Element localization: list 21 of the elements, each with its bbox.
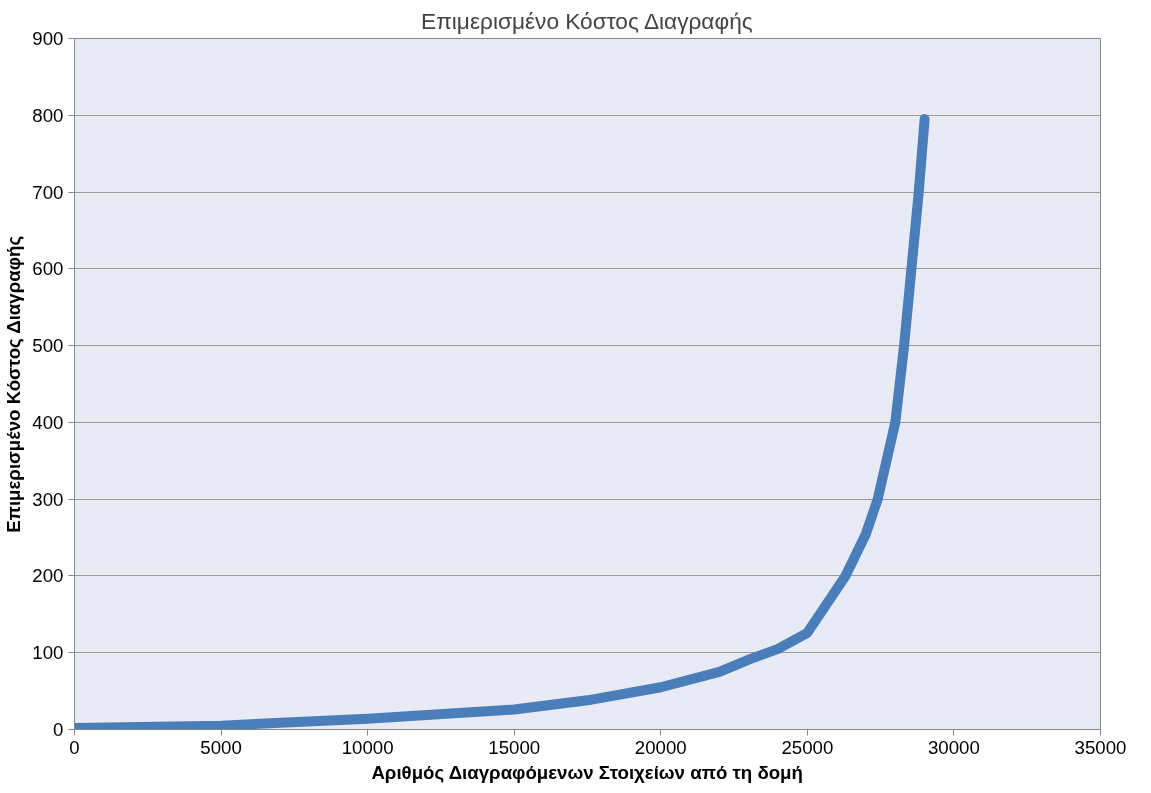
chart-title: Επιμερισμένο Κόστος Διαγραφής: [421, 7, 753, 34]
y-tick-label: 900: [32, 28, 64, 49]
y-tick-label: 300: [32, 488, 64, 510]
x-tick-label: 10000: [341, 736, 394, 758]
y-tick-label: 600: [32, 258, 64, 280]
y-tick-label: 100: [32, 642, 64, 664]
x-tick-label: 30000: [927, 736, 980, 758]
x-axis-title: Αριθμός Διαγραφόμενων Στοιχείων από τη δομή: [371, 761, 803, 783]
x-tick-label: 15000: [488, 736, 541, 758]
x-tick-label: 5000: [200, 736, 242, 758]
x-tick-label: 25000: [781, 736, 834, 758]
y-tick-label: 0: [53, 719, 64, 740]
y-tick-label: 500: [32, 335, 64, 357]
y-tick-label: 400: [32, 411, 64, 433]
y-tick-label: 200: [32, 565, 64, 587]
x-tick-label: 35000: [1074, 736, 1127, 758]
y-axis-title: Επιμερισμένο Κόστος Διαγραφής: [3, 235, 25, 533]
x-tick-label: 0: [69, 736, 80, 758]
y-tick-label: 700: [32, 181, 64, 203]
x-tick-label: 20000: [634, 736, 687, 758]
y-tick-label: 800: [32, 104, 64, 126]
